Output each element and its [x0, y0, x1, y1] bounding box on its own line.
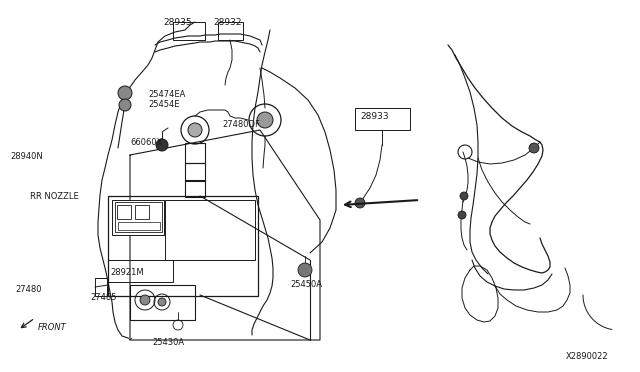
Bar: [173, 22, 205, 40]
Circle shape: [158, 298, 166, 306]
Bar: [185, 143, 205, 163]
Circle shape: [156, 139, 168, 151]
Text: 25450A: 25450A: [290, 280, 322, 289]
Circle shape: [188, 123, 202, 137]
Circle shape: [460, 192, 468, 200]
Circle shape: [140, 295, 150, 305]
Circle shape: [298, 263, 312, 277]
Bar: [117, 205, 131, 219]
Bar: [185, 163, 205, 181]
Circle shape: [458, 211, 466, 219]
Circle shape: [355, 198, 365, 208]
Circle shape: [529, 143, 539, 153]
Text: 25454E: 25454E: [148, 100, 179, 109]
Text: RR NOZZLE: RR NOZZLE: [30, 192, 79, 201]
Circle shape: [118, 86, 132, 100]
Text: 28933: 28933: [360, 112, 388, 121]
Bar: [112, 200, 164, 235]
Text: X2890022: X2890022: [566, 352, 609, 361]
Text: FRONT: FRONT: [38, 323, 67, 332]
Bar: [108, 260, 173, 282]
Bar: [118, 222, 160, 230]
Text: 25474EA: 25474EA: [148, 90, 186, 99]
Bar: [108, 196, 258, 296]
Bar: [218, 22, 243, 40]
Bar: [135, 205, 149, 219]
Circle shape: [257, 112, 273, 128]
Text: 28932: 28932: [213, 18, 241, 27]
Text: 27480: 27480: [15, 285, 42, 294]
Text: 66060X: 66060X: [130, 138, 163, 147]
Bar: [130, 285, 195, 320]
Circle shape: [119, 99, 131, 111]
Bar: [115, 202, 162, 232]
Text: 28921M: 28921M: [110, 268, 143, 277]
Bar: [95, 278, 107, 296]
Text: 27485: 27485: [90, 293, 116, 302]
Bar: [355, 108, 410, 130]
Text: 27480DF: 27480DF: [222, 120, 260, 129]
Bar: [185, 180, 205, 197]
Bar: [165, 200, 255, 260]
Text: 28940N: 28940N: [10, 152, 43, 161]
Text: 28935: 28935: [163, 18, 191, 27]
Text: 25430A: 25430A: [152, 338, 184, 347]
